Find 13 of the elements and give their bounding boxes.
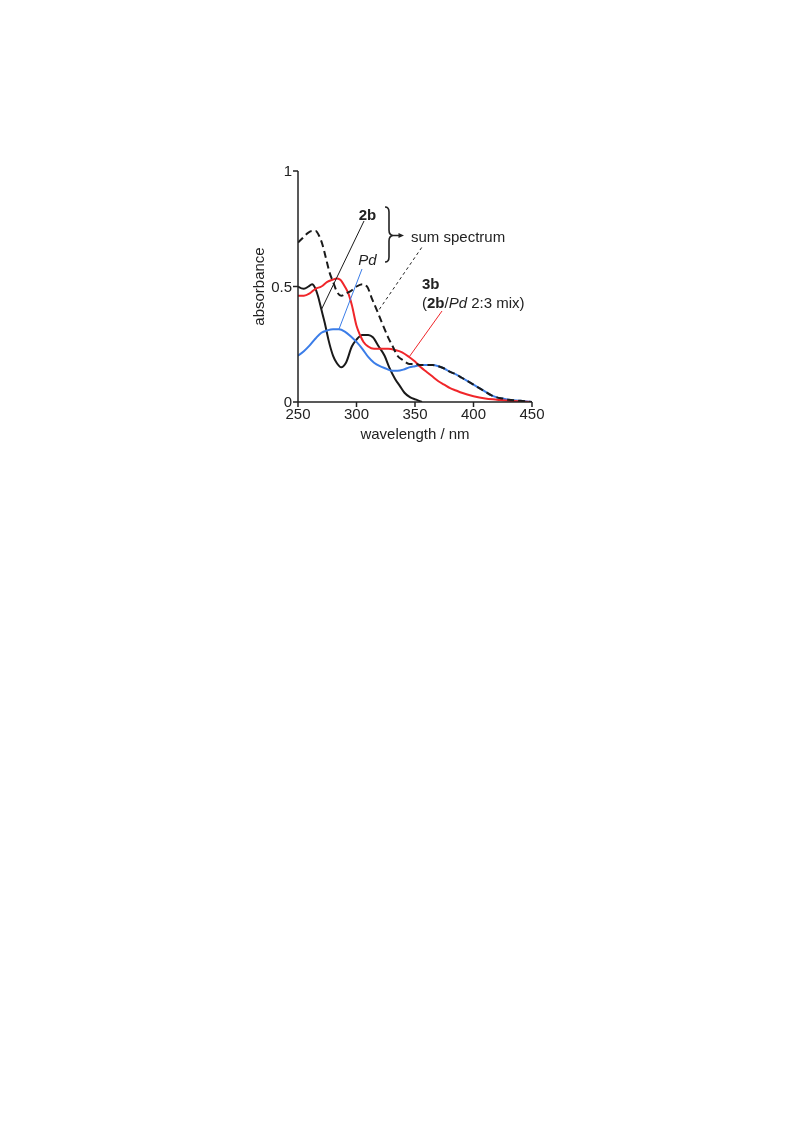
x-tick-label: 400 <box>460 404 487 422</box>
x-tick-label: 300 <box>343 404 370 422</box>
text: Pd <box>358 250 377 268</box>
y-tick-label: 1 <box>283 162 292 180</box>
y-axis-title: absorbance <box>249 247 267 326</box>
x-tick-label: 450 <box>519 404 545 422</box>
x-tick-label: 350 <box>402 404 428 422</box>
text: Pd <box>448 293 468 311</box>
text: 2b <box>427 293 445 311</box>
y-tick-label: 0.5 <box>271 277 292 295</box>
x-axis-title: wavelength / nm <box>359 424 470 442</box>
annotation: sum spectrum <box>411 227 506 245</box>
text: 2b <box>358 205 377 223</box>
